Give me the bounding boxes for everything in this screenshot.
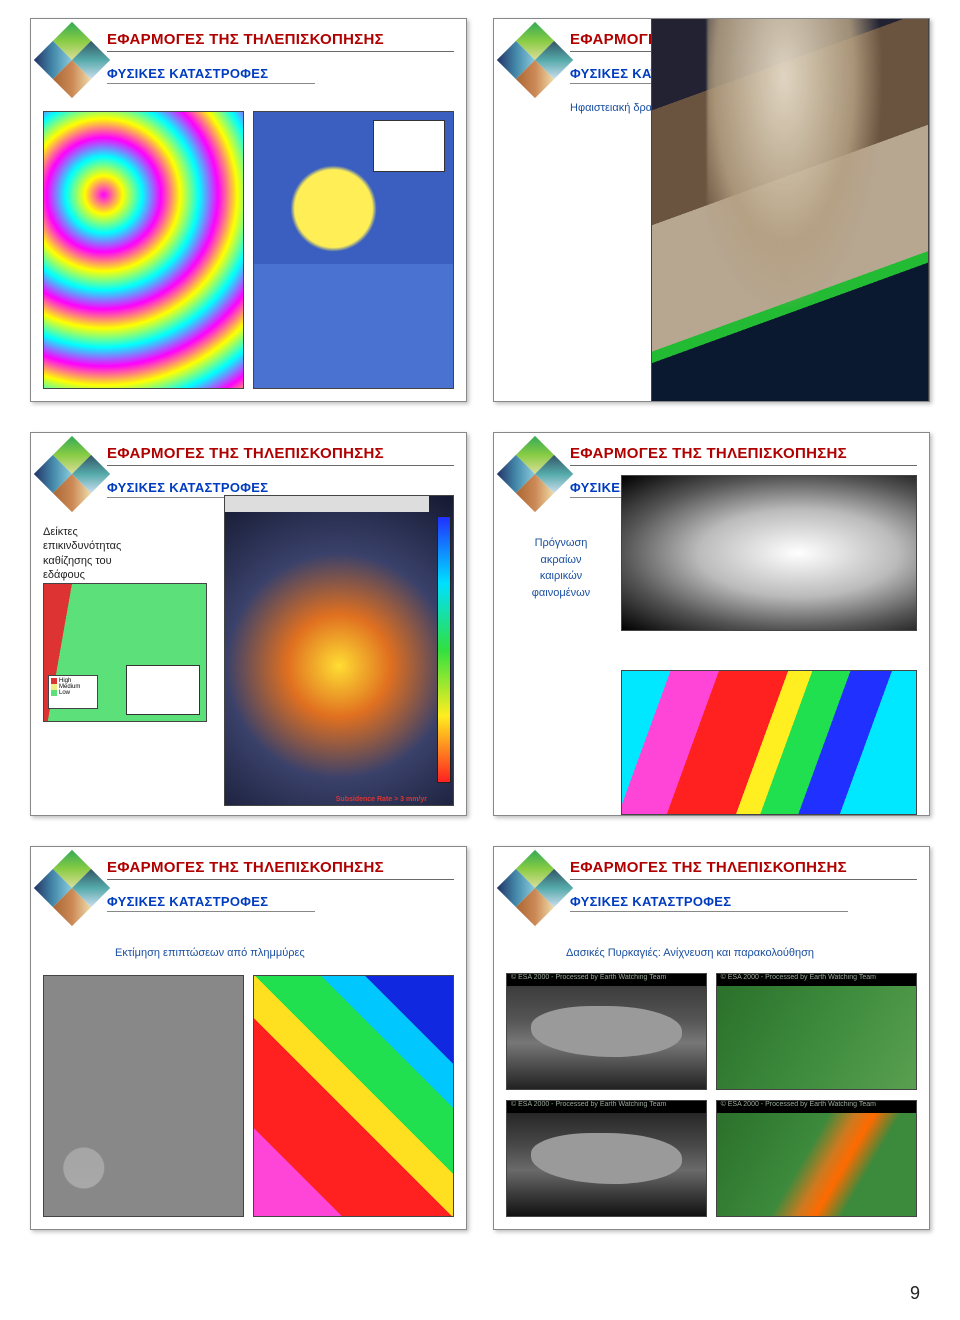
cloud-ir-image [621, 475, 917, 631]
fire-caption: Δασικές Πυρκαγιές: Ανίχνευση και παρακολ… [566, 947, 814, 959]
hazard-index-map: High Medium Low [43, 583, 207, 722]
logo-icon [34, 850, 110, 926]
colorbar-icon [437, 516, 451, 783]
hazard-legend: High Medium Low [48, 675, 98, 709]
logo-icon [497, 436, 573, 512]
esa-credit: © ESA 2000 - Processed by Earth Watching… [717, 974, 916, 986]
slide-grid: ΕΦΑΡΜΟΓΕΣ ΤΗΣ ΤΗΛΕΠΙΣΚΟΠΗΣΗΣ ΦΥΣΙΚΕΣ ΚΑΤ… [0, 0, 960, 1290]
slide-header: ΕΦΑΡΜΟΓΕΣ ΤΗΣ ΤΗΛΕΠΙΣΚΟΠΗΣΗΣ ΦΥΣΙΚΕΣ ΚΑΤ… [43, 29, 454, 87]
weather-forecast-label: Πρόγνωση ακραίων καιρικών φαινομένων [516, 535, 606, 601]
slide-6: ΕΦΑΡΜΟΓΕΣ ΤΗΣ ΤΗΛΕΠΙΣΚΟΠΗΣΗΣ ΦΥΣΙΚΕΣ ΚΑΤ… [493, 846, 930, 1230]
subsidence-footer: Subsidence Rate > 3 mm/yr [336, 796, 427, 803]
cloud-classification-image [621, 670, 917, 815]
slide-subtitle: ΦΥΣΙΚΕΣ ΚΑΤΑΣΤΡΟΦΕΣ [107, 480, 454, 495]
slide-title: ΕΦΑΡΜΟΓΕΣ ΤΗΣ ΤΗΛΕΠΙΣΚΟΠΗΣΗΣ [570, 859, 917, 876]
fire-sar-before: © ESA 2000 - Processed by Earth Watching… [506, 973, 707, 1090]
slide-4: ΕΦΑΡΜΟΓΕΣ ΤΗΣ ΤΗΛΕΠΙΣΚΟΠΗΣΗΣ ΦΥΣΙΚΕΣ ΚΑΤ… [493, 432, 930, 816]
esa-credit: © ESA 2000 - Processed by Earth Watching… [507, 974, 706, 986]
flood-classification-image [253, 975, 454, 1217]
interferogram-image [43, 111, 244, 389]
slide-subtitle: ΦΥΣΙΚΕΣ ΚΑΤΑΣΤΡΟΦΕΣ [107, 66, 454, 81]
flood-sar-image [43, 975, 244, 1217]
slide-subtitle: ΦΥΣΙΚΕΣ ΚΑΤΑΣΤΡΟΦΕΣ [570, 894, 917, 909]
slide-header: ΕΦΑΡΜΟΓΕΣ ΤΗΣ ΤΗΛΕΠΙΣΚΟΠΗΣΗΣ ΦΥΣΙΚΕΣ ΚΑΤ… [506, 857, 917, 915]
flood-caption: Εκτίμηση επιπτώσεων από πλημμύρες [115, 947, 305, 959]
esa-credit: © ESA 2000 - Processed by Earth Watching… [717, 1101, 916, 1113]
fire-sar-after: © ESA 2000 - Processed by Earth Watching… [506, 1100, 707, 1217]
esa-credit: © ESA 2000 - Processed by Earth Watching… [507, 1101, 706, 1113]
slide-title: ΕΦΑΡΜΟΓΕΣ ΤΗΣ ΤΗΛΕΠΙΣΚΟΠΗΣΗΣ [107, 31, 454, 48]
fire-optical-after: © ESA 2000 - Processed by Earth Watching… [716, 1100, 917, 1217]
slide-title: ΕΦΑΡΜΟΓΕΣ ΤΗΣ ΤΗΛΕΠΙΣΚΟΠΗΣΗΣ [570, 445, 917, 462]
logo-icon [34, 436, 110, 512]
slide-5: ΕΦΑΡΜΟΓΕΣ ΤΗΣ ΤΗΛΕΠΙΣΚΟΠΗΣΗΣ ΦΥΣΙΚΕΣ ΚΑΤ… [30, 846, 467, 1230]
logo-icon [497, 850, 573, 926]
slide-1: ΕΦΑΡΜΟΓΕΣ ΤΗΣ ΤΗΛΕΠΙΣΚΟΠΗΣΗΣ ΦΥΣΙΚΕΣ ΚΑΤ… [30, 18, 467, 402]
logo-icon [34, 22, 110, 98]
slide-2: ΕΦΑΡΜΟΓΕΣ ΤΗΣ ΤΗΛΕΠΙΣΚΟΠΗΣΗΣ ΦΥΣΙΚΕΣ ΚΑΤ… [493, 18, 930, 402]
slide-3: ΕΦΑΡΜΟΓΕΣ ΤΗΣ ΤΗΛΕΠΙΣΚΟΠΗΣΗΣ ΦΥΣΙΚΕΣ ΚΑΤ… [30, 432, 467, 816]
slide-title: ΕΦΑΡΜΟΓΕΣ ΤΗΣ ΤΗΛΕΠΙΣΚΟΠΗΣΗΣ [107, 859, 454, 876]
paris-subsidence-map: Land subsidence in Paris Subsidence Rate… [224, 495, 454, 806]
subsidence-label: Δείκτες επικινδυνότητας καθίζησης του εδ… [43, 525, 153, 582]
volcano-plume-image [651, 18, 929, 402]
slide-header: ΕΦΑΡΜΟΓΕΣ ΤΗΣ ΤΗΛΕΠΙΣΚΟΠΗΣΗΣ ΦΥΣΙΚΕΣ ΚΑΤ… [43, 443, 454, 501]
slide-title: ΕΦΑΡΜΟΓΕΣ ΤΗΣ ΤΗΛΕΠΙΣΚΟΠΗΣΗΣ [107, 445, 454, 462]
page-number: 9 [910, 1283, 920, 1304]
seismic-map-image [253, 111, 454, 389]
logo-icon [497, 22, 573, 98]
slide-subtitle: ΦΥΣΙΚΕΣ ΚΑΤΑΣΤΡΟΦΕΣ [107, 894, 454, 909]
fire-optical-before: © ESA 2000 - Processed by Earth Watching… [716, 973, 917, 1090]
slide-header: ΕΦΑΡΜΟΓΕΣ ΤΗΣ ΤΗΛΕΠΙΣΚΟΠΗΣΗΣ ΦΥΣΙΚΕΣ ΚΑΤ… [43, 857, 454, 915]
